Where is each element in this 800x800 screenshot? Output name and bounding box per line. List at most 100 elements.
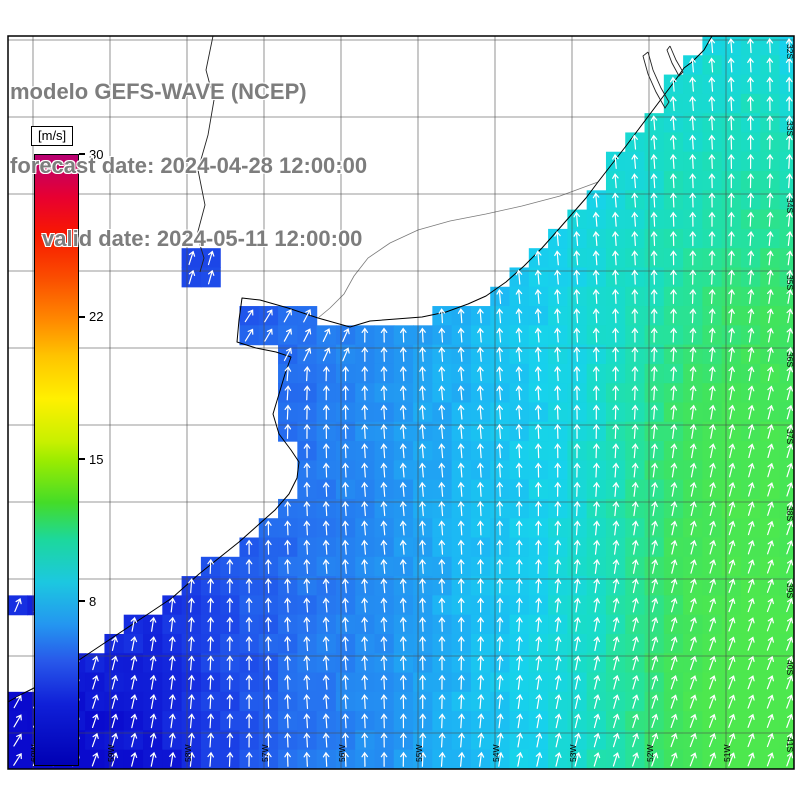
- wind-arrow: [555, 751, 562, 767]
- wind-arrow: [477, 423, 484, 439]
- wind-arrow: [728, 366, 735, 382]
- wind-arrow: [226, 732, 234, 748]
- wind-arrow: [747, 192, 754, 208]
- wind-arrow: [631, 501, 639, 517]
- wind-arrow: [670, 539, 678, 555]
- wind-arrow: [651, 732, 659, 748]
- wind-arrow: [534, 327, 542, 343]
- wind-arrow: [496, 288, 503, 304]
- wind-arrow: [322, 655, 330, 671]
- wind-arrow: [786, 501, 794, 516]
- wind-arrow: [438, 655, 446, 671]
- wind-arrow: [593, 443, 600, 459]
- wind-arrow: [670, 501, 678, 517]
- wind-arrow: [457, 616, 465, 632]
- wind-arrow: [534, 250, 542, 266]
- wind-arrow: [651, 597, 659, 613]
- wind-arrow: [612, 366, 619, 382]
- wind-arrow: [612, 481, 620, 497]
- wind-arrow: [457, 558, 465, 574]
- wind-arrow: [361, 674, 368, 690]
- wind-arrow: [322, 328, 331, 342]
- wind-arrow: [342, 481, 349, 497]
- wind-arrow: [747, 134, 754, 150]
- wind-arrow: [419, 578, 426, 594]
- wind-arrow: [380, 693, 388, 710]
- wind-arrow: [632, 597, 639, 613]
- wind-arrow: [322, 404, 330, 420]
- wind-arrow: [323, 366, 330, 382]
- wind-arrow: [728, 655, 736, 671]
- wind-arrow: [245, 693, 253, 710]
- wind-arrow: [245, 636, 253, 652]
- wind-arrow: [438, 520, 446, 536]
- wind-arrow: [689, 173, 696, 189]
- wind-arrow: [438, 443, 446, 459]
- wind-arrow: [188, 693, 195, 710]
- wind-arrow: [265, 751, 272, 767]
- wind-arrow: [342, 751, 349, 767]
- wind-arrow: [303, 404, 311, 420]
- wind-arrow: [767, 404, 774, 420]
- wind-arrow: [477, 481, 484, 497]
- wind-arrow: [361, 713, 368, 729]
- wind-arrow: [709, 346, 716, 362]
- wind-arrow: [632, 674, 639, 690]
- wind-arrow: [419, 674, 426, 690]
- wind-arrow: [515, 578, 523, 594]
- wind-arrow: [265, 713, 272, 729]
- wind-arrow: [708, 288, 716, 304]
- wind-arrow: [535, 655, 543, 671]
- wind-arrow: [496, 366, 503, 382]
- wind-arrow: [650, 230, 658, 247]
- wind-arrow: [438, 501, 446, 517]
- wind-arrow: [380, 404, 388, 420]
- lon-label: 59W: [106, 745, 116, 762]
- wind-arrow: [515, 327, 523, 343]
- wind-arrow: [130, 636, 138, 652]
- wind-arrow: [650, 308, 658, 324]
- wind-arrow: [515, 462, 523, 478]
- wind-arrow: [496, 481, 504, 497]
- wind-arrow: [786, 231, 793, 247]
- wind-arrow: [727, 38, 735, 54]
- wind-arrow: [747, 559, 755, 574]
- wind-arrow: [496, 520, 504, 536]
- wind-arrow: [651, 520, 658, 536]
- wind-arrow: [612, 288, 619, 304]
- wind-arrow: [593, 558, 600, 574]
- wind-arrow: [728, 308, 735, 324]
- tick-label: 8: [89, 593, 97, 609]
- wind-arrow: [592, 346, 600, 362]
- wind-arrow: [690, 501, 697, 517]
- wind-arrow: [13, 694, 22, 709]
- wind-arrow: [573, 288, 581, 304]
- wind-arrow: [573, 269, 581, 285]
- wind-arrow: [593, 578, 600, 594]
- wind-arrow: [670, 675, 678, 690]
- wind-arrow: [322, 520, 330, 536]
- wind-arrow: [709, 559, 716, 574]
- wind-arrow: [728, 597, 736, 613]
- wind-arrow: [419, 636, 426, 652]
- wind-arrow: [111, 752, 119, 767]
- wind-arrow: [748, 462, 755, 478]
- wind-arrow: [245, 578, 253, 594]
- wind-arrow: [747, 655, 755, 671]
- wind-arrow: [322, 616, 330, 632]
- wind-arrow: [612, 539, 620, 555]
- wind-arrow: [477, 404, 484, 420]
- lat-label: 32S: [785, 44, 795, 59]
- wind-arrow: [728, 346, 735, 362]
- wind-arrow: [322, 732, 330, 748]
- tick-mark: [79, 153, 85, 155]
- wind-arrow: [361, 597, 368, 613]
- wind-arrow: [457, 597, 465, 613]
- wind-arrow: [631, 423, 639, 439]
- wind-arrow: [747, 578, 755, 593]
- wind-arrow: [670, 481, 678, 497]
- wind-arrow: [399, 520, 407, 536]
- wind-arrow: [13, 714, 22, 728]
- wind-arrow: [631, 462, 639, 478]
- wind-arrow: [342, 539, 349, 555]
